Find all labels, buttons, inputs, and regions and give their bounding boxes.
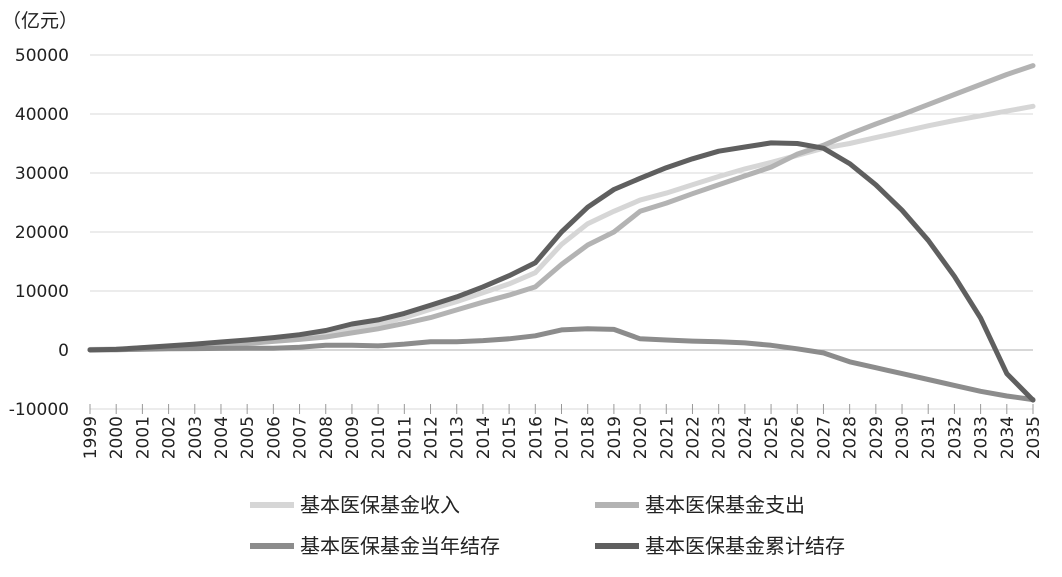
y-tick-labels: -10000 0 10000 20000 30000 40000 50000 — [9, 46, 69, 420]
x-tick-label: 2023 — [710, 416, 730, 459]
x-tick-label: 2033 — [972, 416, 992, 459]
y-tick-label: -10000 — [9, 400, 69, 420]
x-tick-label: 2026 — [788, 416, 808, 459]
x-tick-label: 2008 — [317, 416, 337, 459]
x-tick-label: 2032 — [945, 416, 965, 459]
legend-label: 基本医保基金累计结存 — [645, 534, 845, 558]
x-tick-label: 2030 — [893, 416, 913, 459]
x-axis: 1999 2000 2001 2002 2003 2004 2005 2006 2007 2008… — [81, 349, 1044, 459]
x-tick-label: 2013 — [448, 416, 468, 459]
x-tick-label: 2012 — [422, 416, 442, 459]
x-tick-label: 1999 — [81, 416, 101, 459]
x-tick-label: 2022 — [683, 416, 703, 459]
x-tick-label: 2000 — [107, 416, 127, 459]
x-tick-label: 2005 — [238, 416, 258, 459]
x-tick-label: 2034 — [998, 416, 1018, 459]
x-tick-label: 2010 — [369, 416, 389, 459]
x-tick-label: 2018 — [579, 416, 599, 459]
x-tick-label: 2035 — [1024, 416, 1044, 459]
x-tick-label: 2019 — [605, 416, 625, 459]
x-tick-label: 2014 — [474, 416, 494, 459]
x-tick-label: 2015 — [500, 416, 520, 459]
x-tick-label: 2011 — [395, 416, 415, 459]
series-line — [87, 63, 1036, 353]
x-tick-label: 2021 — [657, 416, 677, 459]
x-tick-label: 2027 — [814, 416, 834, 459]
y-tick-label: 30000 — [15, 164, 69, 184]
x-tick-label: 2020 — [631, 416, 651, 459]
x-tick-label: 2024 — [736, 416, 756, 459]
y-unit-label: （亿元） — [2, 10, 78, 32]
x-tick-label: 2007 — [291, 416, 311, 459]
x-tick-label: 2009 — [343, 416, 363, 459]
series-line — [87, 140, 1036, 403]
x-tick-label: 2002 — [160, 416, 180, 459]
series-line — [87, 326, 1036, 403]
legend-label: 基本医保基金收入 — [300, 493, 460, 517]
series-line — [87, 103, 1036, 352]
y-tick-label: 10000 — [15, 282, 69, 302]
x-tick-label: 2003 — [186, 416, 206, 459]
x-tick-label: 2001 — [133, 416, 153, 459]
y-tick-label: 20000 — [15, 223, 69, 243]
legend-label: 基本医保基金支出 — [645, 493, 805, 517]
y-tick-label: 40000 — [15, 105, 69, 125]
x-tick-label: 2004 — [212, 416, 232, 459]
x-tick-label: 2029 — [867, 416, 887, 459]
x-tick-label: 2028 — [841, 416, 861, 459]
x-tick-label: 2031 — [919, 416, 939, 459]
x-tick-label: 2016 — [526, 416, 546, 459]
x-tick-label: 2025 — [762, 416, 782, 459]
series-lines — [87, 63, 1036, 403]
x-tick-label: 2006 — [264, 416, 284, 459]
y-tick-label: 50000 — [15, 46, 69, 66]
legend-label: 基本医保基金当年结存 — [300, 534, 500, 558]
y-tick-label: 0 — [58, 341, 69, 361]
x-tick-label: 2017 — [553, 416, 573, 459]
